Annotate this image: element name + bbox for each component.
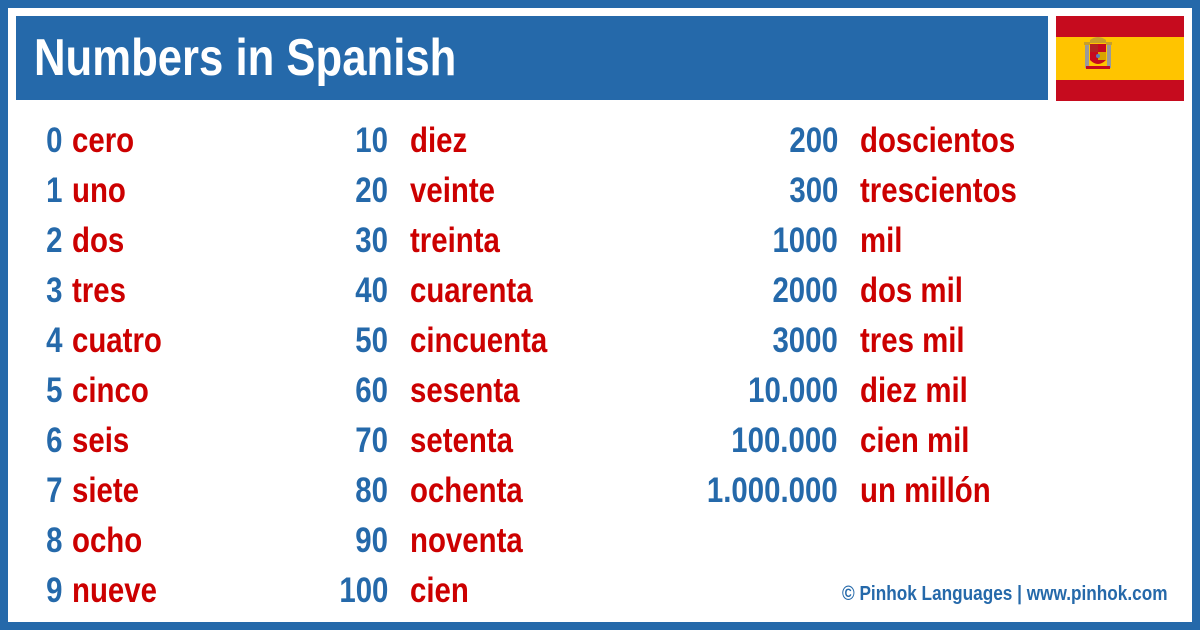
spanish-word: tres — [72, 271, 126, 310]
spain-flag-icon — [1056, 16, 1184, 101]
number: 90 — [355, 521, 388, 560]
spanish-word: noventa — [410, 521, 523, 560]
number: 200 — [788, 121, 838, 160]
spanish-word: doscientos — [860, 121, 1016, 160]
number: 80 — [355, 471, 388, 510]
number: 2000 — [772, 271, 838, 310]
spanish-word: cinco — [72, 371, 149, 410]
number: 2 — [45, 221, 62, 260]
number: 20 — [355, 171, 388, 210]
spanish-word: diez — [410, 121, 468, 160]
spanish-word: mil — [860, 221, 903, 260]
spanish-word: diez mil — [860, 371, 968, 410]
number: 3 — [45, 271, 62, 310]
footer-credit: © Pinhok Languages | www.pinhok.com — [842, 583, 1168, 605]
number: 40 — [355, 271, 388, 310]
spanish-word: cero — [72, 121, 135, 160]
spanish-word: nueve — [72, 571, 157, 610]
number: 0 — [45, 121, 62, 160]
spanish-word: treinta — [410, 221, 500, 260]
number: 6 — [45, 421, 62, 460]
spanish-word: uno — [72, 171, 126, 210]
number: 5 — [45, 371, 62, 410]
spanish-word: cien — [410, 571, 469, 610]
spanish-word: dos mil — [860, 271, 963, 310]
number: 70 — [355, 421, 388, 460]
number: 100 — [338, 571, 388, 610]
spanish-word: cuatro — [72, 321, 162, 360]
spanish-word: siete — [72, 471, 140, 510]
page-title: Numbers in Spanish — [34, 29, 457, 87]
coat-of-arms-icon — [1084, 37, 1112, 69]
number: 1 — [45, 171, 62, 210]
spanish-word: veinte — [410, 171, 495, 210]
number: 10 — [355, 121, 388, 160]
number: 100.000 — [731, 421, 838, 460]
spanish-word: tres mil — [860, 321, 965, 360]
spanish-word: trescientos — [860, 171, 1017, 210]
spanish-word: un millón — [860, 471, 991, 510]
spanish-word: cuarenta — [410, 271, 533, 310]
number: 7 — [45, 471, 62, 510]
spanish-word: cien mil — [860, 421, 970, 460]
number: 4 — [45, 321, 62, 360]
title-bar: Numbers in Spanish — [16, 16, 1048, 100]
spanish-word: seis — [72, 421, 130, 460]
number: 60 — [355, 371, 388, 410]
number: 30 — [355, 221, 388, 260]
number: 8 — [45, 521, 62, 560]
spanish-word: setenta — [410, 421, 513, 460]
number: 300 — [788, 171, 838, 210]
number: 50 — [355, 321, 388, 360]
number: 1.000.000 — [707, 471, 838, 510]
spanish-word: dos — [72, 221, 125, 260]
number: 1000 — [772, 221, 838, 260]
number: 3000 — [772, 321, 838, 360]
spanish-word: ocho — [72, 521, 143, 560]
spanish-word: sesenta — [410, 371, 520, 410]
number: 10.000 — [748, 371, 838, 410]
number: 9 — [45, 571, 62, 610]
spanish-word: cincuenta — [410, 321, 548, 360]
spanish-word: ochenta — [410, 471, 523, 510]
